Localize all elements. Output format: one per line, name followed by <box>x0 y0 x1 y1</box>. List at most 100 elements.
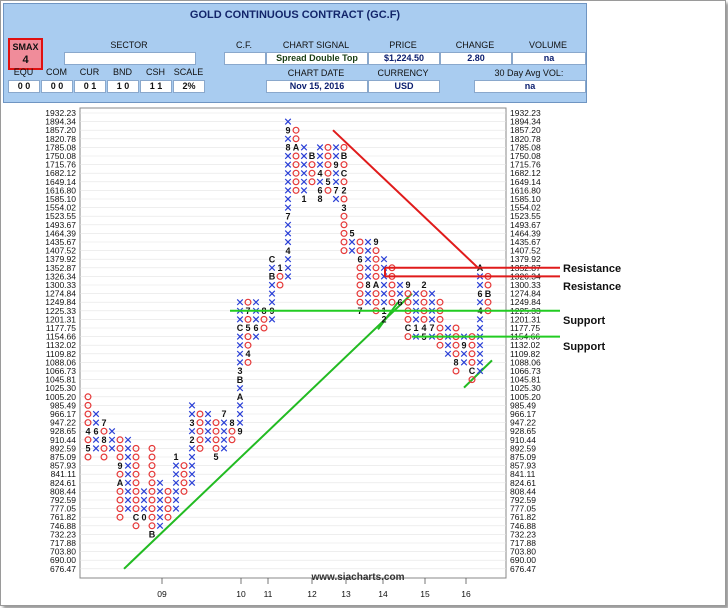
price-tick-label: 732.23 <box>50 529 76 539</box>
change-box: 2.80 <box>440 52 512 65</box>
o-mark <box>196 419 204 427</box>
x-stroke <box>220 445 228 452</box>
asset-value-box-equ: 0 0 <box>8 80 40 93</box>
chart-signal-box: Spread Double Top <box>266 52 368 65</box>
x-mark <box>252 333 260 340</box>
x-mark <box>476 350 484 358</box>
price-tick-label: 1177.75 <box>46 323 76 333</box>
price-tick-label: 928.65 <box>50 426 76 436</box>
x-mark <box>300 178 308 186</box>
price-tick-label: 1894.34 <box>510 117 541 127</box>
o-mark <box>116 436 124 444</box>
x-stroke <box>332 178 340 186</box>
o-mark <box>132 462 140 470</box>
price-tick-label: 892.59 <box>510 443 536 453</box>
o-mark <box>180 487 188 495</box>
month-marker: 2 <box>341 186 346 196</box>
x-mark <box>156 479 164 487</box>
x-stroke <box>188 470 196 478</box>
x-mark <box>380 290 388 297</box>
x-stroke <box>124 462 132 469</box>
asset-label-cur: CUR <box>79 67 100 77</box>
o-mark <box>148 470 156 478</box>
x-mark <box>284 221 292 229</box>
month-marker: 9 <box>237 426 242 436</box>
o-mark <box>100 453 108 461</box>
month-marker: 2 <box>189 435 194 445</box>
x-stroke <box>236 410 244 418</box>
price-tick-label: 1088.06 <box>510 357 541 367</box>
x-stroke <box>236 333 244 340</box>
x-mark <box>476 359 484 366</box>
header-panel: GOLD CONTINUOUS CONTRACT (GC.F) SMAX 4 S… <box>3 3 587 103</box>
month-marker: B <box>309 151 316 161</box>
o-mark <box>212 427 220 435</box>
price-tick-label: 1109.82 <box>46 349 76 359</box>
o-mark <box>116 505 124 513</box>
currency-label: CURRENCY <box>377 68 429 78</box>
x-stroke <box>220 419 228 426</box>
x-mark <box>284 178 292 186</box>
x-mark <box>284 118 292 125</box>
x-stroke <box>204 427 212 435</box>
price-tick-label: 1932.23 <box>45 108 76 118</box>
year-label: 13 <box>341 589 351 599</box>
x-mark <box>204 419 212 426</box>
change-label: CHANGE <box>455 40 495 50</box>
x-mark <box>428 316 436 323</box>
x-stroke <box>476 316 484 323</box>
x-stroke <box>172 462 180 469</box>
uptrend-line-short <box>463 359 493 389</box>
o-mark <box>260 315 268 323</box>
x-mark <box>332 169 340 177</box>
price-tick-label: 717.88 <box>510 538 536 548</box>
price-tick-label: 985.49 <box>510 400 536 410</box>
x-mark <box>156 496 164 504</box>
price-tick-label: 1464.39 <box>510 228 541 238</box>
year-label: 10 <box>236 589 246 599</box>
month-marker: 1 <box>173 452 178 462</box>
o-mark <box>340 221 348 229</box>
x-stroke <box>124 479 132 487</box>
x-mark <box>300 152 308 160</box>
year-label: 15 <box>420 589 430 599</box>
o-mark <box>356 298 364 306</box>
x-mark <box>188 470 196 478</box>
x-stroke <box>380 281 388 289</box>
price-tick-label: 1750.08 <box>510 151 541 161</box>
price-tick-label: 875.09 <box>510 452 536 462</box>
price-tick-label: 808.44 <box>50 486 76 496</box>
asset-value-com: 0 0 <box>50 81 64 91</box>
downtrend-line <box>332 129 479 269</box>
price-tick-label: 1249.84 <box>45 297 76 307</box>
price-tick-label: 1005.20 <box>510 392 541 402</box>
x-mark <box>380 255 388 263</box>
month-marker: 6 <box>253 323 258 333</box>
asset-value-scale: 2% <box>182 81 196 91</box>
x-stroke <box>300 161 308 168</box>
o-mark <box>228 436 236 444</box>
o-mark <box>356 247 364 255</box>
x-stroke <box>188 462 196 469</box>
price-tick-label: 1352.87 <box>45 263 76 273</box>
x-mark <box>476 281 484 289</box>
x-stroke <box>412 290 420 297</box>
o-mark <box>148 479 156 487</box>
x-mark <box>236 316 244 323</box>
x-stroke <box>108 445 116 452</box>
o-mark <box>484 281 492 289</box>
month-marker: 8 <box>101 435 106 445</box>
month-marker: 6 <box>93 426 98 436</box>
o-mark <box>292 152 300 160</box>
price-tick-label: 761.82 <box>50 512 76 522</box>
x-mark <box>396 290 404 297</box>
month-marker: B <box>485 289 492 299</box>
o-mark <box>340 212 348 220</box>
price-tick-label: 1025.30 <box>45 383 76 393</box>
o-mark <box>132 470 140 478</box>
x-stroke <box>204 410 212 418</box>
x-mark <box>252 298 260 306</box>
x-stroke <box>284 238 292 246</box>
price-tick-label: 841.11 <box>510 469 536 479</box>
